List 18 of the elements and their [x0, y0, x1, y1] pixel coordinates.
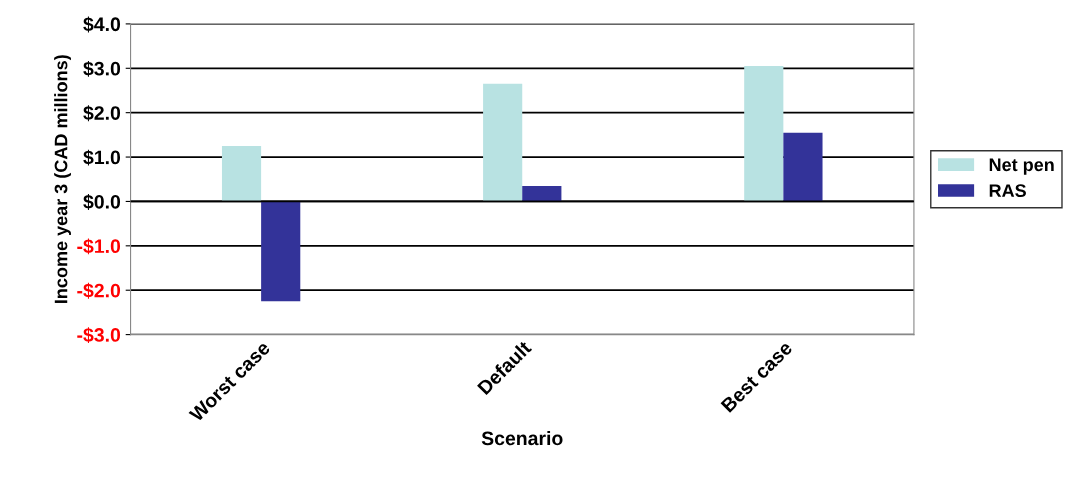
- bar: [221, 145, 262, 202]
- y-tick-label: -$1.0: [77, 238, 121, 255]
- bar: [261, 201, 301, 302]
- legend-label: Net pen: [989, 158, 1054, 175]
- y-axis-title: Income year 3 (CAD millions): [54, 55, 71, 303]
- y-tick-label: $2.0: [83, 105, 121, 122]
- y-tick-label: $1.0: [83, 149, 121, 166]
- legend-label: RAS: [989, 184, 1026, 198]
- bar: [483, 83, 523, 202]
- y-tick-label: -$3.0: [77, 327, 121, 344]
- bar: [783, 132, 823, 202]
- y-tick-label: $4.0: [83, 16, 121, 33]
- x-axis-title: Scenario: [481, 430, 563, 446]
- y-tick-label: $0.0: [83, 194, 121, 210]
- bar: [522, 185, 562, 202]
- bar: [744, 66, 784, 202]
- y-tick-label: $3.0: [83, 60, 121, 77]
- y-tick-label: -$2.0: [77, 282, 121, 299]
